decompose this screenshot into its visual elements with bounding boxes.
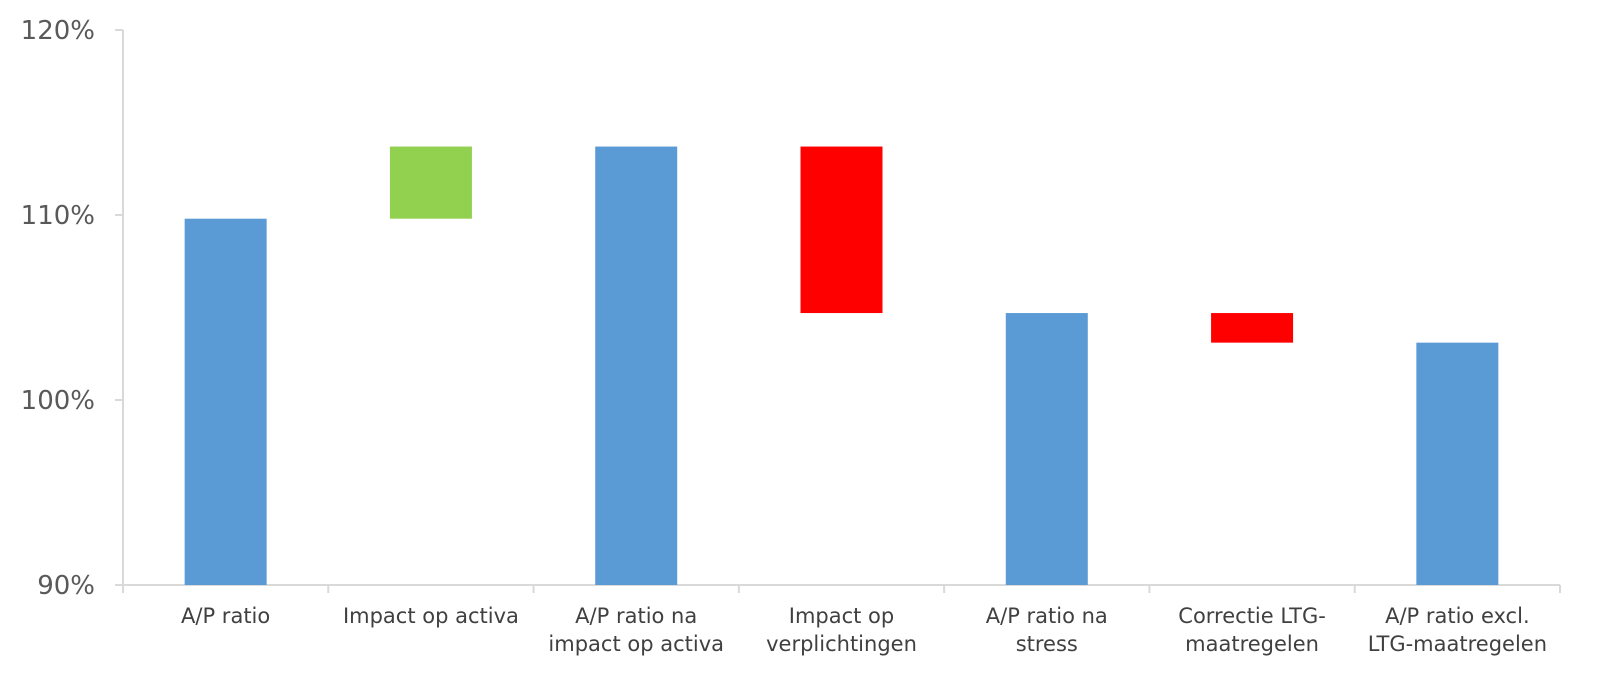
category-label-line: verplichtingen — [766, 632, 917, 656]
x-axis — [122, 584, 1561, 593]
y-tick-label: 90% — [37, 571, 95, 601]
y-tick-label: 100% — [21, 386, 95, 416]
bar-decrease — [1211, 313, 1294, 343]
category-label-line: A/P ratio na — [986, 604, 1108, 628]
bar-total — [1416, 342, 1499, 585]
category-label-line: Impact op activa — [343, 604, 519, 628]
bar-total — [1005, 313, 1088, 585]
category-label: A/P ratio excl. LTG-maatregelen — [1368, 604, 1547, 656]
category-label: A/P ratio na impact op activa — [548, 604, 724, 656]
category-label-line: LTG-maatregelen — [1368, 632, 1547, 656]
bar-increase — [389, 146, 472, 219]
category-labels: A/P ratio Impact op activa A/P ratio na imp… — [181, 604, 1547, 656]
category-label-line: stress — [1016, 632, 1078, 656]
category-label-line: maatregelen — [1185, 632, 1319, 656]
y-tick-label: 110% — [21, 201, 95, 231]
category-label-line: impact op activa — [548, 632, 724, 656]
y-tick-label: 120% — [21, 16, 95, 46]
category-label-line: A/P ratio — [181, 604, 270, 628]
category-label-line: Impact op — [789, 604, 894, 628]
category-label-line: Correctie LTG- — [1178, 604, 1326, 628]
category-label-line: A/P ratio na — [575, 604, 697, 628]
category-label: A/P ratio — [181, 604, 270, 628]
category-label: Correctie LTG-maatregelen — [1178, 604, 1326, 656]
category-label: Impact op activa — [343, 604, 519, 628]
bar-total — [184, 218, 267, 585]
y-axis: 90% 100% 110% 120% — [21, 16, 124, 601]
category-label: A/P ratio na stress — [986, 604, 1108, 656]
category-label: Impact op verplichtingen — [766, 604, 917, 656]
bar-decrease — [800, 146, 883, 314]
bar-total — [595, 146, 678, 586]
bars — [184, 146, 1499, 586]
category-label-line: A/P ratio excl. — [1385, 604, 1530, 628]
